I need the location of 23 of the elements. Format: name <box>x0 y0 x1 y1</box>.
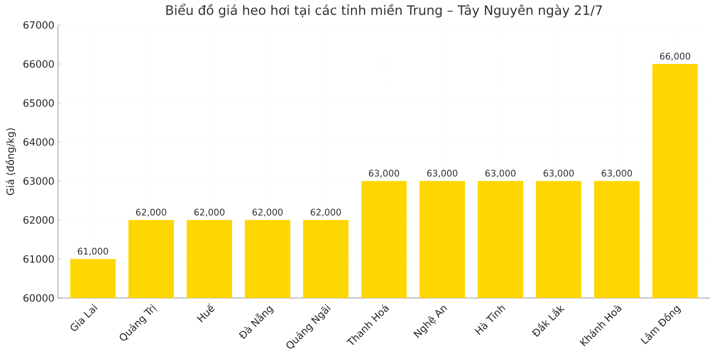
data-label: 63,000 <box>544 170 574 178</box>
data-label: 66,000 <box>660 52 690 60</box>
y-tick-label: 65000 <box>23 99 54 107</box>
data-label: 62,000 <box>194 208 224 216</box>
data-label: 62,000 <box>252 208 283 216</box>
y-tick-label: 60000 <box>23 294 54 302</box>
data-label: 61,000 <box>78 248 108 256</box>
data-label: 63,000 <box>602 170 632 178</box>
data-label: 62,000 <box>136 208 166 216</box>
data-label: 63,000 <box>427 170 458 178</box>
y-axis-title: Giá (đồng/kg) <box>5 128 16 195</box>
data-label: 63,000 <box>368 170 400 178</box>
data-label: 63,000 <box>485 170 516 178</box>
y-tick-label: 62000 <box>23 216 54 224</box>
y-tick-label: 67000 <box>23 21 54 29</box>
y-tick-label: 61000 <box>23 255 54 263</box>
y-tick-label: 64000 <box>23 138 54 146</box>
x-tick-label: Hà Tĩnh <box>474 306 506 335</box>
y-tick-label: 66000 <box>23 60 54 68</box>
chart-title: Biểu đồ giá heo hơi tại các tỉnh miền Trung – Tây Nguyên ngày 21/7 <box>166 4 602 18</box>
y-tick-label: 63000 <box>23 177 54 185</box>
x-tick-label: Gia Lai <box>70 304 98 331</box>
data-label: 62,000 <box>310 208 341 216</box>
